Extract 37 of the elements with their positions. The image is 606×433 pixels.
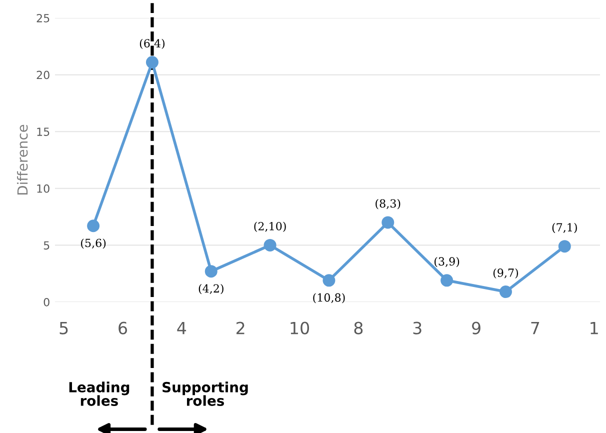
x-tick-label: 8 (354, 322, 363, 334)
y-axis-title: Difference (17, 124, 28, 195)
text: Supporting roles (162, 382, 248, 406)
annotation: (4,2) (198, 284, 224, 294)
x-tick-label: 10 (290, 322, 310, 334)
y-tick-label: 20 (36, 70, 50, 80)
x-tick-label: 7 (531, 322, 540, 334)
text: Leading roles (69, 382, 130, 406)
annotation: (5,6) (81, 238, 106, 249)
point (558, 240, 571, 253)
x-tick-label: 9 (472, 322, 480, 334)
y-tick-label: 10 (37, 184, 50, 193)
annotation: (8,3) (376, 199, 400, 210)
point (87, 220, 100, 232)
point (499, 286, 512, 298)
point (264, 238, 276, 252)
point (382, 216, 394, 229)
x-tick-label: 3 (413, 322, 422, 334)
annotation: (10,8) (313, 293, 345, 304)
point (146, 56, 158, 69)
x-tick-label: 4 (177, 322, 186, 334)
x-tick-label: 2 (236, 322, 244, 334)
annotation: (2,10) (254, 222, 286, 232)
point (440, 274, 454, 287)
y-tick-label: 25 (36, 14, 50, 22)
y-tick-label: 0 (44, 298, 50, 306)
point (322, 274, 336, 287)
x-tick-label: 5 (60, 322, 68, 334)
x-tick-label: 1 (590, 322, 598, 334)
y-tick-label: 15 (37, 128, 50, 136)
annotation: (9,7) (493, 268, 518, 279)
annotation: (7,1) (552, 222, 577, 234)
x-tick-label: 6 (118, 322, 128, 334)
y-tick-label: 5 (44, 241, 50, 250)
annotation: (3,9) (434, 256, 460, 268)
annotation: (6,4) (140, 38, 165, 50)
point (204, 265, 218, 278)
